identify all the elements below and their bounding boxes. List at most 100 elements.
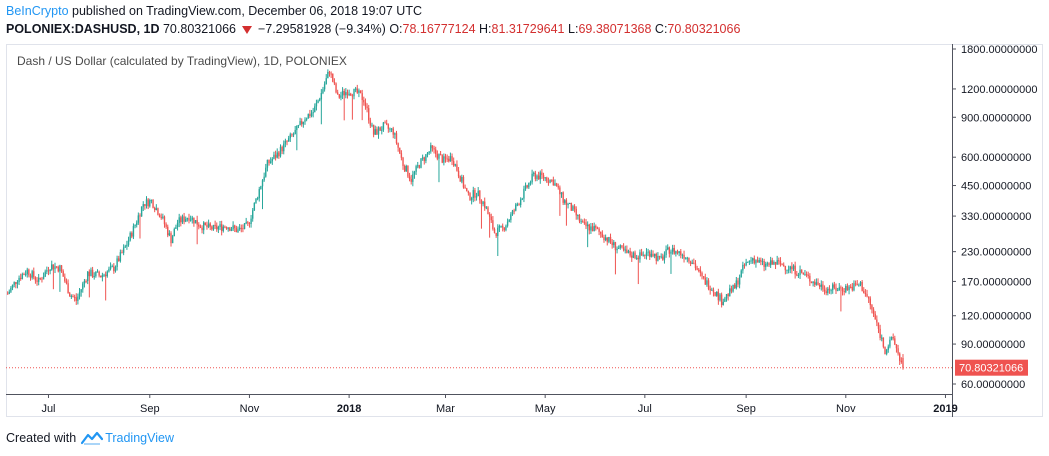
candle-body bbox=[333, 81, 336, 84]
candle-body bbox=[20, 277, 22, 279]
candle-body bbox=[663, 255, 666, 260]
candle-body bbox=[399, 147, 401, 154]
candle-body bbox=[495, 232, 497, 236]
candle-body bbox=[202, 222, 205, 231]
candle-body bbox=[802, 272, 805, 275]
candle-body bbox=[446, 158, 448, 160]
candle-body bbox=[740, 270, 742, 278]
candle-body bbox=[867, 296, 870, 299]
candle-body bbox=[895, 344, 898, 349]
candle-body bbox=[279, 146, 282, 157]
candle-body bbox=[786, 269, 788, 271]
x-tick-label: Nov bbox=[240, 403, 260, 415]
candle-body bbox=[732, 284, 734, 292]
candle-body bbox=[47, 270, 50, 272]
candle-body bbox=[33, 271, 35, 278]
candle-body bbox=[57, 267, 59, 272]
candle-body bbox=[542, 175, 545, 179]
candle-body bbox=[652, 253, 654, 257]
candle-body bbox=[484, 201, 486, 208]
candle-body bbox=[23, 274, 25, 276]
candle-body bbox=[892, 336, 894, 339]
candle-body bbox=[186, 218, 189, 220]
candle-body bbox=[568, 203, 571, 205]
candle-body bbox=[684, 258, 687, 260]
y-tick-label: 600.00000000 bbox=[961, 152, 1031, 164]
last-price-tag bbox=[955, 359, 1028, 376]
candle-body bbox=[283, 143, 285, 152]
candle-body bbox=[755, 260, 757, 264]
tradingview-link[interactable]: TradingView bbox=[105, 431, 174, 445]
candle-body bbox=[902, 357, 904, 368]
candle-body bbox=[171, 236, 174, 244]
candle-body bbox=[477, 190, 479, 197]
price-chart[interactable]: 1800.00000000 1200.00000000 900.00000000 60… bbox=[6, 44, 1043, 417]
candle-body bbox=[224, 226, 226, 228]
last-price-value: 70.80321066 bbox=[162, 22, 236, 36]
candle-body bbox=[379, 127, 381, 131]
candle-body bbox=[604, 237, 607, 241]
candle-body bbox=[637, 257, 640, 260]
candle-body bbox=[881, 337, 883, 339]
candle-body bbox=[415, 166, 417, 172]
brand-name[interactable]: BeInCrypto bbox=[6, 4, 69, 18]
candle-body bbox=[134, 224, 136, 227]
candle-body bbox=[317, 100, 319, 103]
y-tick-label: 900.00000000 bbox=[961, 112, 1031, 124]
candle-body bbox=[37, 277, 40, 282]
candle-body bbox=[854, 283, 857, 285]
candle-body bbox=[104, 274, 107, 277]
candle-body bbox=[268, 159, 270, 164]
candle-body bbox=[635, 257, 638, 259]
candle-body bbox=[75, 297, 77, 301]
candle-body bbox=[474, 190, 476, 198]
candle-body bbox=[121, 252, 123, 254]
candle-body bbox=[247, 222, 249, 224]
candle-body bbox=[292, 134, 295, 136]
candle-body bbox=[621, 245, 623, 248]
candle-body bbox=[353, 88, 355, 97]
candle-body bbox=[887, 346, 889, 350]
candle-body bbox=[341, 90, 344, 96]
candle-body bbox=[338, 94, 341, 98]
candle-body bbox=[318, 99, 321, 101]
candle-body bbox=[426, 152, 429, 155]
candle-body bbox=[198, 224, 200, 227]
candle-body bbox=[227, 227, 229, 229]
candle-body bbox=[212, 224, 215, 230]
candle-body bbox=[889, 339, 891, 347]
candle-body bbox=[155, 208, 158, 210]
candle-body bbox=[649, 251, 651, 257]
candle-body bbox=[533, 172, 535, 174]
candle-body bbox=[250, 218, 252, 224]
candle-body bbox=[694, 263, 697, 269]
candle-body bbox=[524, 185, 527, 189]
candle-body bbox=[91, 269, 94, 277]
candle-body bbox=[771, 260, 773, 265]
candle-body bbox=[787, 269, 790, 271]
candle-body bbox=[193, 217, 195, 224]
candle-body bbox=[136, 222, 138, 225]
candle-body bbox=[452, 161, 455, 166]
candle-body bbox=[774, 261, 777, 265]
candle-body bbox=[479, 190, 481, 201]
candle-body bbox=[180, 217, 182, 223]
candle-body bbox=[301, 121, 303, 125]
candle-body bbox=[778, 260, 780, 262]
candle-body bbox=[368, 108, 370, 121]
candle-body bbox=[162, 216, 164, 218]
candle-body bbox=[783, 264, 785, 266]
candle-body bbox=[95, 271, 97, 277]
candle-body bbox=[800, 269, 803, 273]
candle-body bbox=[743, 264, 746, 266]
candle-body bbox=[765, 264, 767, 267]
candle-body bbox=[810, 281, 813, 284]
candle-body bbox=[858, 284, 860, 286]
candle-body bbox=[286, 140, 288, 142]
candle-body bbox=[34, 277, 37, 281]
low-label: L: bbox=[568, 22, 579, 36]
candle-body bbox=[841, 288, 844, 292]
candle-body bbox=[441, 155, 443, 163]
candle-body bbox=[671, 247, 674, 252]
candle-body bbox=[751, 258, 754, 261]
